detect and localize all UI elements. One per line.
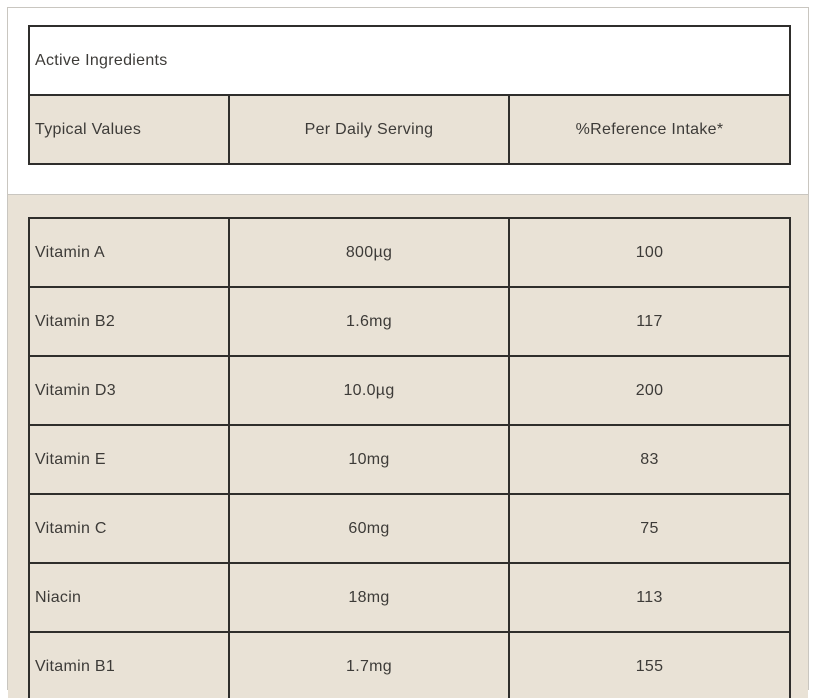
table-title-row: Active Ingredients xyxy=(27,25,792,96)
reference-intake-cell: 83 xyxy=(508,424,791,495)
column-header-row: Typical Values Per Daily Serving %Refere… xyxy=(28,94,792,165)
ingredient-name-cell: Vitamin D3 xyxy=(28,355,230,426)
per-serving-cell: 10.0µg xyxy=(228,355,510,426)
ingredients-table: Vitamin A 800µg 100 Vitamin B2 1.6mg 117… xyxy=(28,217,791,698)
reference-intake-cell: 117 xyxy=(508,286,791,357)
reference-intake-cell: 200 xyxy=(508,355,791,426)
reference-intake-cell: 75 xyxy=(508,493,791,564)
reference-intake-cell: 100 xyxy=(508,217,791,288)
ingredient-name-cell: Vitamin B2 xyxy=(28,286,230,357)
per-serving-cell: 10mg xyxy=(228,424,510,495)
col-header-typical-values: Typical Values xyxy=(28,94,230,165)
table-row: Vitamin B1 1.7mg 155 xyxy=(28,631,791,698)
per-serving-cell: 1.6mg xyxy=(228,286,510,357)
per-serving-cell: 1.7mg xyxy=(228,631,510,698)
data-panel: Vitamin A 800µg 100 Vitamin B2 1.6mg 117… xyxy=(8,194,808,698)
per-serving-cell: 18mg xyxy=(228,562,510,633)
active-ingredients-header-table: Active Ingredients Typical Values Per Da… xyxy=(27,25,792,165)
col-header-per-daily-serving: Per Daily Serving xyxy=(228,94,510,165)
table-row: Vitamin A 800µg 100 xyxy=(28,217,791,288)
ingredient-name-cell: Vitamin C xyxy=(28,493,230,564)
table-row: Vitamin C 60mg 75 xyxy=(28,493,791,564)
ingredient-name-cell: Vitamin E xyxy=(28,424,230,495)
per-serving-cell: 60mg xyxy=(228,493,510,564)
table-row: Vitamin E 10mg 83 xyxy=(28,424,791,495)
content-frame: Active Ingredients Typical Values Per Da… xyxy=(7,7,809,698)
ingredient-name-cell: Niacin xyxy=(28,562,230,633)
ingredient-name-cell: Vitamin B1 xyxy=(28,631,230,698)
ingredient-name-cell: Vitamin A xyxy=(28,217,230,288)
col-header-reference-intake: %Reference Intake* xyxy=(507,94,792,165)
table-row: Vitamin B2 1.6mg 117 xyxy=(28,286,791,357)
reference-intake-cell: 155 xyxy=(508,631,791,698)
reference-intake-cell: 113 xyxy=(508,562,791,633)
header-panel: Active Ingredients Typical Values Per Da… xyxy=(8,25,808,194)
table-row: Niacin 18mg 113 xyxy=(28,562,791,633)
per-serving-cell: 800µg xyxy=(228,217,510,288)
table-row: Vitamin D3 10.0µg 200 xyxy=(28,355,791,426)
table-title: Active Ingredients xyxy=(27,25,792,96)
